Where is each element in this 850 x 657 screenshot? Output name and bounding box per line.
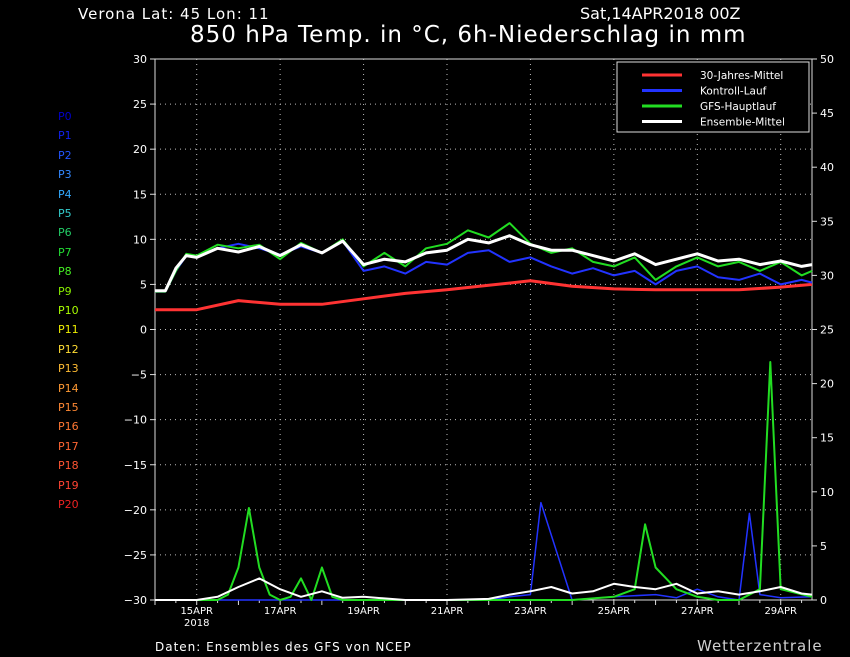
member-label-p9: P9 [58,284,72,298]
x-tick-label: 19APR [347,606,380,617]
member-label-p20: P20 [58,498,79,511]
y-left-tick-label: −30 [124,594,147,607]
chart-title: 850 hPa Temp. in °C, 6h-Niederschlag in … [190,22,747,48]
location-label: Verona Lat: 45 Lon: 11 [78,5,270,23]
x-tick-label: 21APR [431,606,464,617]
legend-entry: 30-Jahres-Mittel [700,70,783,82]
member-label-p8: P8 [58,265,72,279]
y-left-tick-label: 5 [140,278,147,291]
member-label-p10: P10 [58,304,79,317]
member-label-p7: P7 [58,245,72,259]
x-tick-label: 17APR [264,606,297,617]
member-label-p3: P3 [58,168,72,182]
y-right-tick-label: 0 [820,594,827,607]
y-right-tick-label: 35 [820,215,834,228]
member-label-p12: P12 [58,342,79,356]
member-label-p15: P15 [58,401,79,414]
x-tick-label: 29APR [764,606,797,617]
y-right-tick-label: 50 [820,53,834,66]
y-left-tick-label: 10 [133,233,147,246]
y-left-tick-label: −5 [131,369,147,382]
y-left-tick-label: −15 [124,459,147,472]
plot-frame [154,58,813,601]
member-label-p14: P14 [58,381,79,395]
y-left-tick-label: 15 [133,188,147,201]
x-year-label: 2018 [184,618,209,629]
y-left-tick-label: −20 [124,504,147,517]
member-label-p11: P11 [58,323,79,337]
member-label-p19: P19 [58,478,79,492]
member-label-p16: P16 [58,420,79,434]
member-label-p13: P13 [58,362,79,376]
x-tick-label: 23APR [514,606,547,617]
legend-entry: Kontroll-Lauf [700,86,767,98]
run-date: Sat,14APR2018 00Z [580,4,741,23]
member-label-p17: P17 [58,439,79,453]
series-line [155,501,813,601]
y-left-tick-label: 0 [140,324,147,337]
member-label-p6: P6 [58,226,72,240]
series-line [155,279,813,312]
x-tick-label: 25APR [598,606,631,617]
y-left-tick-label: −10 [124,414,147,427]
member-label-p2: P2 [58,148,72,162]
series-line [155,361,813,601]
member-label-p5: P5 [58,207,72,220]
y-left-tick-label: 25 [133,98,147,111]
y-left-tick-label: 20 [133,143,147,156]
member-label-p18: P18 [58,459,79,473]
data-credit: Daten: Ensembles des GFS von NCEP [155,640,412,654]
y-right-tick-label: 15 [820,432,834,445]
member-label-p4: P4 [58,187,72,201]
series-line [155,577,813,601]
y-right-tick-label: 25 [820,324,834,337]
brand-label: Wetterzentrale [697,637,823,655]
legend-entry: Ensemble-Mittel [700,117,785,129]
series-line [155,240,813,293]
member-label-p0: P0 [58,110,72,123]
x-tick-label: 15APR [180,606,213,617]
y-right-tick-label: 30 [820,269,834,282]
series-line [155,222,813,293]
y-right-tick-label: 5 [820,540,827,553]
legend-entry: GFS-Hauptlauf [700,101,776,113]
y-right-tick-label: 20 [820,378,834,391]
y-right-tick-label: 45 [820,107,834,120]
series-line [155,234,813,293]
x-tick-label: 27APR [681,606,714,617]
y-left-tick-label: 30 [133,53,147,66]
y-left-tick-label: −25 [124,549,147,562]
y-right-tick-label: 40 [820,161,834,174]
member-label-p1: P1 [58,129,72,143]
y-right-tick-label: 10 [820,486,834,499]
